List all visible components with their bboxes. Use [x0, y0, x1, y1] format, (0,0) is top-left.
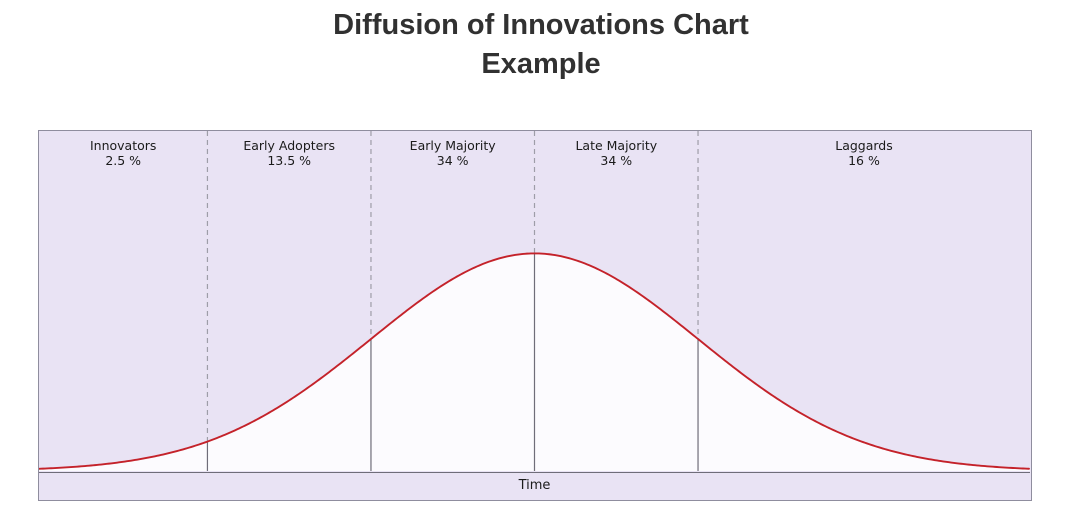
chart-title-line1: Diffusion of Innovations Chart [333, 9, 749, 41]
chart-title-line2: Example [481, 48, 601, 80]
x-axis-label: Time [518, 478, 551, 493]
x-axis-strip: Time [39, 472, 1030, 500]
bell-curve-canvas [39, 131, 1030, 471]
bell-curve-line [39, 252, 1030, 470]
chart-title: Diffusion of Innovations Chart Example [6, 6, 1070, 84]
plot-area: Innovators 2.5 % Early Adopters 13.5 % Early… [39, 131, 1030, 471]
chart-frame: Innovators 2.5 % Early Adopters 13.5 % Early… [38, 130, 1032, 501]
